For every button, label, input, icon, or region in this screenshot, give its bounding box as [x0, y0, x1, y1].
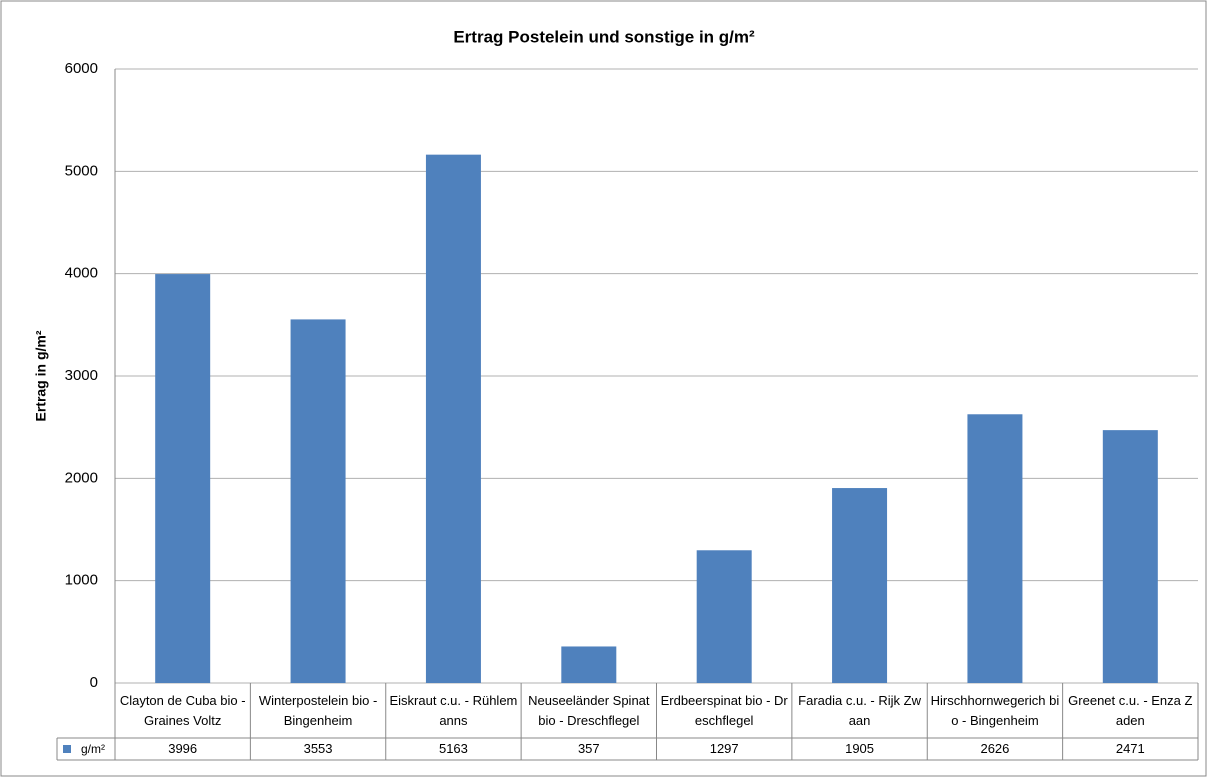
bar	[155, 274, 211, 683]
bar	[561, 646, 617, 683]
bar	[425, 154, 481, 683]
x-tick-label: Erdbeerspinat bio - Dreschflegel	[660, 692, 788, 728]
data-table-value: 357	[577, 741, 600, 756]
y-tick-label: 5000	[65, 162, 98, 179]
data-table-value: 2626	[980, 741, 1010, 756]
y-tick-label: 6000	[65, 60, 98, 77]
y-tick-label: 3000	[65, 367, 98, 384]
bar	[832, 488, 888, 683]
y-tick-label: 1000	[65, 572, 98, 589]
x-tick-label: Eiskraut c.u. - Rühlemanns	[389, 692, 518, 728]
data-table-value: 3553	[303, 741, 333, 756]
bar	[967, 414, 1023, 683]
x-tick-label: Winterpostelein bio - Bingenheim	[258, 692, 378, 728]
data-table-value: 3996	[168, 741, 198, 756]
x-tick-label: Faradia c.u. - Rijk Zwaan	[798, 692, 921, 728]
x-tick-label: Neuseeländer Spinat bio - Dreschflegel	[528, 692, 650, 728]
y-axis-label: Ertrag in g/m²	[33, 330, 49, 421]
x-tick-label: Greenet c.u. - Enza Zaden	[1068, 692, 1193, 728]
chart-title: Ertrag Postelein und sonstige in g/m²	[453, 27, 755, 46]
y-tick-label: 4000	[65, 265, 98, 282]
y-tick-label: 2000	[65, 469, 98, 486]
data-table-value: 2471	[1115, 741, 1145, 756]
x-tick-label: Clayton de Cuba bio - Graines Voltz	[119, 692, 246, 728]
bar	[696, 550, 752, 683]
legend-label: g/m²	[81, 742, 105, 756]
data-table-value: 1905	[845, 741, 875, 756]
bar	[290, 319, 346, 683]
y-tick-label: 0	[90, 674, 98, 691]
x-tick-label: Hirschhornwegerich bio - Bingenheim	[930, 692, 1060, 728]
legend-swatch	[63, 745, 71, 753]
bar	[1102, 430, 1158, 683]
data-table-value: 5163	[438, 741, 468, 756]
data-table-value: 1297	[709, 741, 739, 756]
